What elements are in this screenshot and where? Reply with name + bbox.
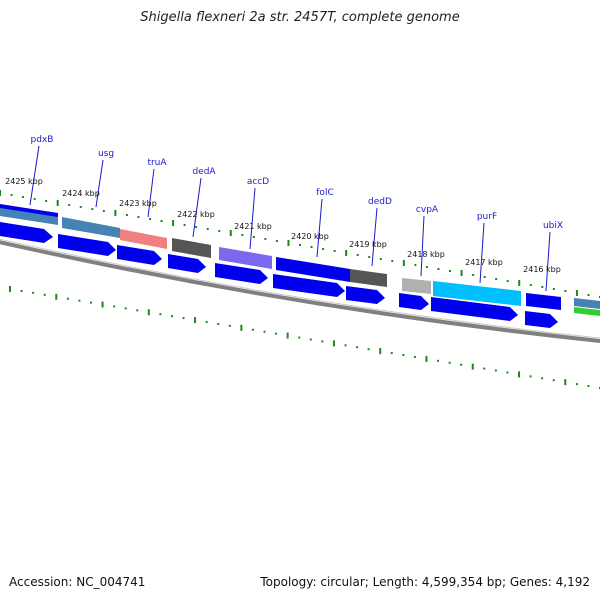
gene-leader-line	[316, 198, 323, 258]
kbp-labels: 2425 kbp 2424 kbp 2423 kbp 2422 kbp 2421 kbp…	[5, 177, 561, 274]
feature-block-cvpA[interactable]	[402, 278, 431, 294]
kbp-label: 2424 kbp	[62, 189, 100, 198]
feature-block-dedA[interactable]	[172, 238, 211, 258]
kbp-label: 2417 kbp	[465, 258, 503, 267]
kbp-label: 2422 kbp	[177, 210, 215, 219]
cds-arrow[interactable]	[431, 297, 518, 321]
kbp-label: 2416 kbp	[523, 265, 561, 274]
gene-label-dedD[interactable]: dedD	[368, 197, 392, 207]
kbp-label: 2423 kbp	[119, 199, 157, 208]
cds-arrow[interactable]	[399, 293, 429, 310]
cds-arrow[interactable]	[0, 222, 53, 243]
cds-arrow[interactable]	[215, 263, 268, 284]
gene-label-usg[interactable]: usg	[98, 149, 114, 159]
kbp-label: 2420 kbp	[291, 232, 329, 241]
gene-leader-line	[29, 145, 40, 206]
genome-backbone	[0, 240, 600, 343]
gene-leader-line	[147, 168, 155, 218]
cds-arrow[interactable]	[117, 245, 162, 265]
cds-track	[0, 222, 558, 328]
kbp-label: 2421 kbp	[234, 222, 272, 231]
gene-leader-line	[420, 215, 425, 277]
feature-block-pdxB-edge	[0, 204, 58, 217]
gene-leader-line	[95, 159, 104, 208]
feature-block-edge-2	[574, 307, 600, 316]
feature-block-accD[interactable]	[219, 247, 272, 269]
gene-leader-line	[545, 231, 551, 292]
genome-backbone-highlight	[0, 238, 600, 339]
cds-arrow[interactable]	[58, 234, 116, 256]
gene-leader-line	[249, 187, 256, 250]
cds-arrow[interactable]	[346, 286, 385, 304]
feature-block-edge-1	[574, 298, 600, 309]
outer-tick-track	[0, 190, 600, 298]
gene-label-ubiX[interactable]: ubiX	[543, 221, 563, 231]
gene-leader-line	[192, 177, 202, 238]
gene-label-accD[interactable]: accD	[247, 177, 269, 187]
gene-leader-line	[371, 207, 378, 267]
gene-label-folC[interactable]: folC	[316, 188, 333, 198]
feature-track	[0, 204, 600, 316]
feature-block-truA[interactable]	[120, 229, 167, 249]
feature-block-usg[interactable]	[62, 217, 120, 238]
map-title: Shigella flexneri 2a str. 2457T, complet…	[140, 10, 460, 25]
genome-summary-text: Topology: circular; Length: 4,599,354 bp…	[260, 575, 590, 589]
kbp-label: 2418 kbp	[407, 250, 445, 259]
gene-label-truA[interactable]: truA	[147, 158, 167, 168]
gene-labels: pdxB usg truA dedA accD folC dedD cvpA purF ubiX	[29, 135, 563, 292]
inner-tick-track	[9, 286, 600, 389]
feature-block-pdxB[interactable]	[0, 207, 58, 225]
cds-arrow[interactable]	[525, 311, 558, 328]
gene-leader-line	[479, 222, 485, 284]
feature-block-purF[interactable]	[433, 281, 521, 306]
gene-label-purF[interactable]: purF	[477, 212, 497, 222]
feature-block-folC[interactable]	[276, 257, 350, 282]
gene-label-pdxB[interactable]: pdxB	[31, 135, 54, 145]
gene-label-cvpA[interactable]: cvpA	[416, 205, 439, 215]
kbp-label: 2425 kbp	[5, 177, 43, 186]
kbp-label: 2419 kbp	[349, 240, 387, 249]
gene-label-dedA[interactable]: dedA	[192, 167, 216, 177]
feature-block-ubiX[interactable]	[526, 293, 561, 310]
accession-text: Accession: NC_004741	[9, 575, 146, 589]
cds-arrow[interactable]	[168, 254, 206, 273]
cds-arrow[interactable]	[273, 274, 345, 297]
feature-block-dedD[interactable]	[350, 269, 387, 287]
